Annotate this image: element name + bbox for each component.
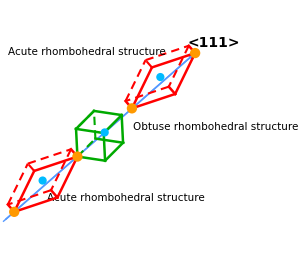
Point xyxy=(158,75,163,79)
Point xyxy=(12,210,16,214)
Point xyxy=(130,106,134,111)
Point xyxy=(193,51,197,55)
Point xyxy=(75,154,80,159)
Text: Acute rhombohedral structure: Acute rhombohedral structure xyxy=(47,193,205,203)
Point xyxy=(102,130,107,134)
Text: Acute rhombohedral structure: Acute rhombohedral structure xyxy=(8,47,166,57)
Point xyxy=(40,179,45,183)
Text: Obtuse rhombohedral structure: Obtuse rhombohedral structure xyxy=(133,122,298,132)
Text: <111>: <111> xyxy=(187,36,240,50)
